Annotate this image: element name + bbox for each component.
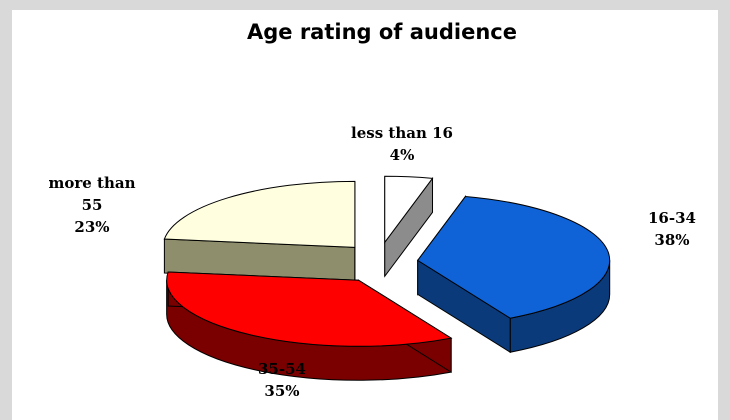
slice-label: less than 16 4% [351, 124, 453, 164]
pie-slice [416, 194, 611, 354]
pie-slice [166, 271, 453, 381]
slice-label-line: 4% [390, 146, 415, 164]
slice-label-line: 16-34 [648, 209, 696, 227]
slice-label-line: 35% [264, 382, 299, 400]
chart-area: Age rating of audience less than 16 4% 16-… [12, 10, 718, 420]
slice-label-line: 23% [74, 218, 109, 236]
slice-label: 35-54 35% [258, 360, 306, 400]
pie-slice [163, 180, 356, 282]
pie-slice-top [416, 195, 611, 319]
chart-title: Age rating of audience [247, 20, 517, 44]
pie-slice [384, 175, 434, 278]
slice-label-line: more than [48, 174, 135, 192]
pie-chart: Age rating of audience less than 16 4% 16-… [48, 20, 696, 400]
pie-slice-top [166, 271, 453, 347]
pie-slices [163, 175, 611, 381]
pie-slice-top [163, 180, 356, 248]
slice-label-line: 35-54 [258, 360, 306, 378]
pie-labels: less than 16 4% 16-34 38% 35-54 35% more than 5… [48, 124, 696, 400]
pie-slice-top [384, 175, 434, 244]
slice-label: more than 55 23% [48, 174, 135, 236]
slice-label-line: 55 [82, 196, 103, 214]
slice-label-line: less than 16 [351, 124, 453, 142]
slice-label-line: 38% [654, 231, 689, 249]
slice-label: 16-34 38% [648, 209, 696, 249]
